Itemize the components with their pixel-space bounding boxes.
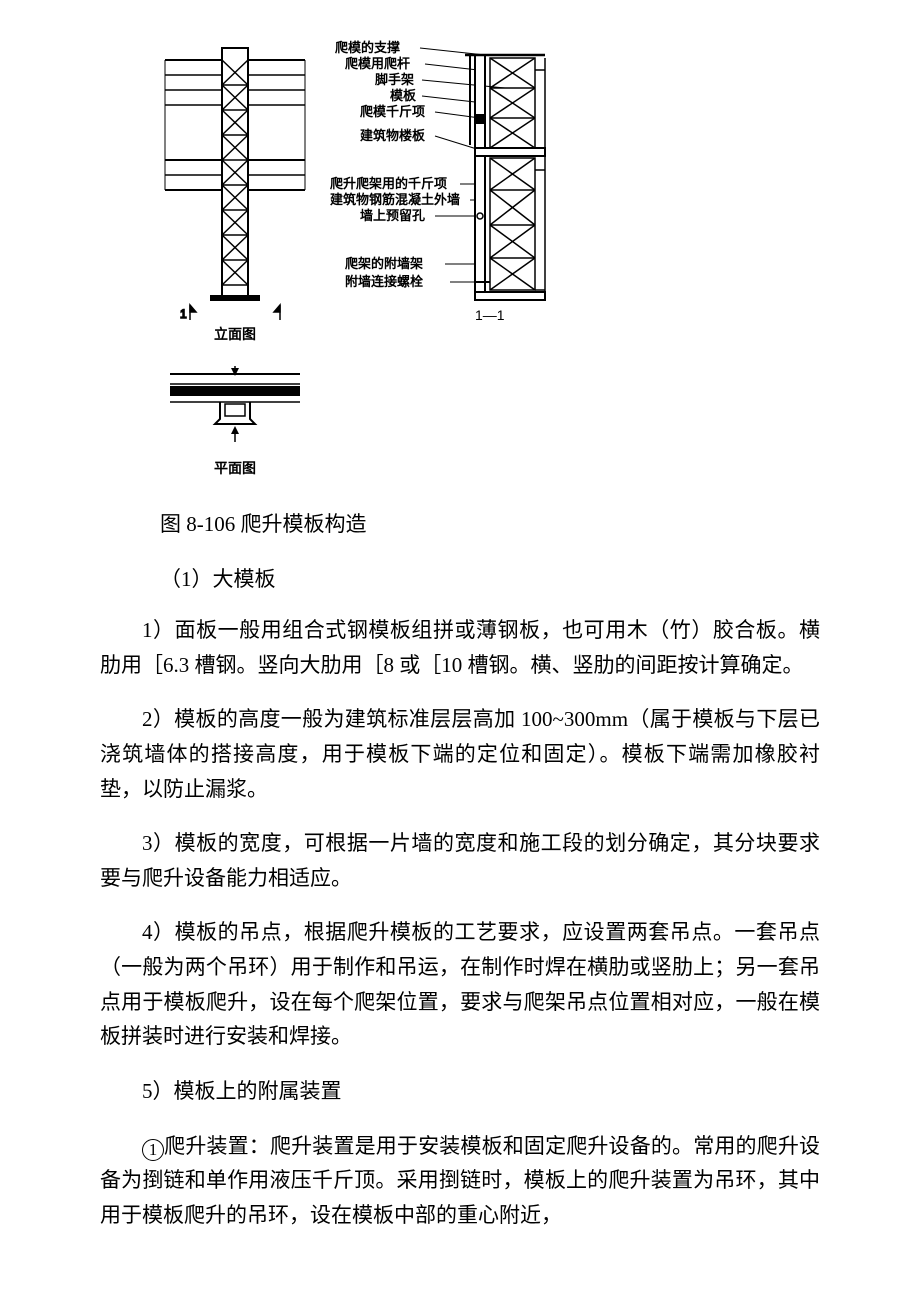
svg-text:墙上预留孔: 墙上预留孔	[360, 208, 425, 223]
subheading-1: （1）大模板	[160, 563, 820, 593]
svg-text:模板: 模板	[390, 88, 417, 103]
svg-text:爬模用爬杆: 爬模用爬杆	[344, 56, 410, 71]
paragraph-4: 4）模板的吊点，根据爬升模板的工艺要求，应设置两套吊点。一套吊点（一般为两个吊环…	[100, 915, 820, 1054]
paragraph-5: 5）模板上的附属装置	[100, 1074, 820, 1109]
svg-text:建筑物楼板: 建筑物楼板	[360, 128, 426, 143]
svg-text:建筑物钢筋混凝土外墙: 建筑物钢筋混凝土外墙	[330, 192, 460, 207]
plan-label: 平面图	[214, 458, 256, 478]
svg-text:爬架的附墙架: 爬架的附墙架	[344, 256, 423, 271]
svg-text:爬升爬架用的千斤项: 爬升爬架用的千斤项	[330, 176, 447, 191]
diagram-right-column: 爬模的支撑 爬模用爬杆 脚手架 模板 爬模千斤项 建筑物楼板 爬升爬架用的千斤项…	[330, 40, 560, 478]
paragraph-1: 1）面板一般用组合式钢模板组拼或薄钢板，也可用木（竹）胶合板。横肋用［6.3 槽…	[100, 613, 820, 682]
svg-text:爬模千斤项: 爬模千斤项	[359, 104, 425, 119]
diagram-left-column: 1 立面图 平面图	[160, 40, 310, 478]
paragraph-2: 2）模板的高度一般为建筑标准层层高加 100~300mm（属于模板与下层已浇筑墙…	[100, 702, 820, 806]
paragraph-3: 3）模板的宽度，可根据一片墙的宽度和施工段的划分确定，其分块要求要与爬升设备能力…	[100, 826, 820, 895]
figure-diagrams: 1 立面图 平面图 爬模的支撑	[100, 40, 820, 478]
section-diagram: 爬模的支撑 爬模用爬杆 脚手架 模板 爬模千斤项 建筑物楼板 爬升爬架用的千斤项…	[330, 40, 560, 330]
elevation-label: 立面图	[214, 324, 256, 344]
plan-diagram	[160, 354, 310, 454]
figure-caption: 图 8-106 爬升模板构造	[160, 508, 820, 538]
elevation-diagram: 1	[160, 40, 310, 320]
svg-text:脚手架: 脚手架	[375, 72, 414, 87]
paragraph-6: 1爬升装置：爬升装置是用于安装模板和固定爬升设备的。常用的爬升设备为捯链和单作用…	[100, 1129, 820, 1233]
annot: 爬模的支撑	[334, 40, 400, 55]
svg-text:附墙连接螺栓: 附墙连接螺栓	[345, 274, 423, 289]
svg-text:1—1: 1—1	[475, 307, 505, 323]
circled-number-1: 1	[142, 1139, 164, 1161]
svg-text:1: 1	[180, 307, 187, 320]
paragraph-6-text: 爬升装置：爬升装置是用于安装模板和固定爬升设备的。常用的爬升设备为捯链和单作用液…	[100, 1134, 820, 1227]
